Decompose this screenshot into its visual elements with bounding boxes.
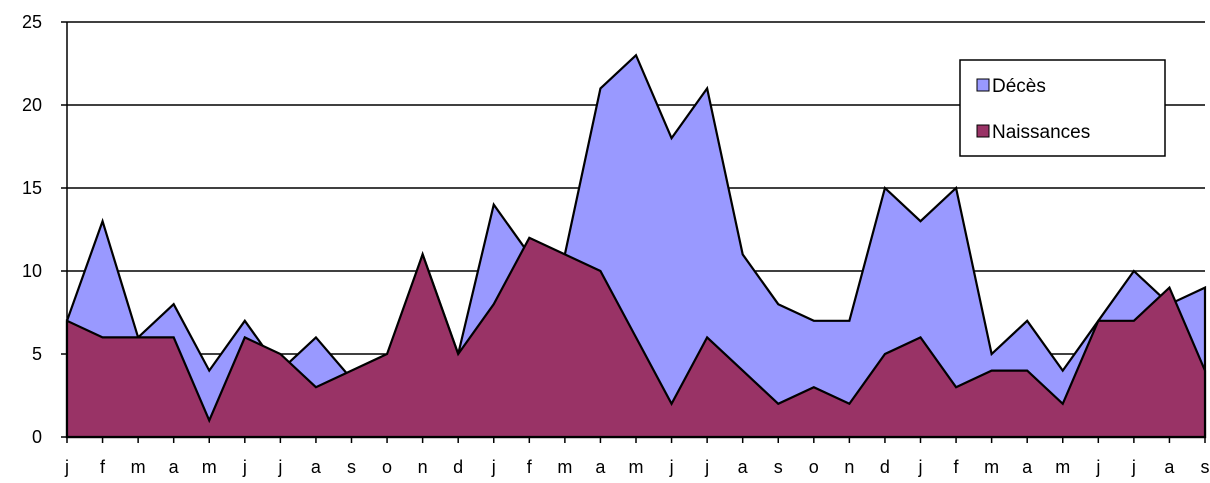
y-tick-label: 15 <box>22 178 42 198</box>
x-tick-label: j <box>64 457 69 477</box>
y-tick-label: 25 <box>22 12 42 32</box>
y-tick-label: 10 <box>22 261 42 281</box>
x-tick-label: f <box>527 457 533 477</box>
x-tick-label: j <box>277 457 282 477</box>
legend-label-naissances: Naissances <box>992 122 1090 143</box>
x-tick-label: j <box>1131 457 1136 477</box>
x-tick-label: d <box>453 457 463 477</box>
legend-label-deces: Décès <box>992 76 1046 97</box>
x-tick-label: m <box>629 457 644 477</box>
x-tick-label: a <box>738 457 749 477</box>
x-tick-label: n <box>418 457 428 477</box>
x-tick-label: o <box>382 457 392 477</box>
series-areas <box>65 53 1207 439</box>
legend-item-deces: Décès <box>976 76 1046 97</box>
x-tick-label: m <box>202 457 217 477</box>
x-tick-label: o <box>809 457 819 477</box>
legend: Décès Naissances <box>959 59 1166 157</box>
x-tick-label: s <box>1201 457 1210 477</box>
x-tick-label: a <box>169 457 180 477</box>
legend-item-naissances: Naissances <box>976 122 1090 143</box>
x-tick-label: j <box>491 457 496 477</box>
x-tick-label: m <box>131 457 146 477</box>
x-tick-label: m <box>984 457 999 477</box>
y-tick-labels: 0 5 10 15 20 25 <box>22 12 67 447</box>
x-tick-label: j <box>242 457 247 477</box>
legend-swatch-deces <box>976 78 990 92</box>
x-tick-label: f <box>100 457 106 477</box>
y-tick-label: 0 <box>32 427 42 447</box>
x-tick-label: m <box>557 457 572 477</box>
x-tick-label: n <box>844 457 854 477</box>
area-series-naissances <box>65 236 1207 439</box>
legend-box <box>959 59 1166 157</box>
x-tick-label: s <box>774 457 783 477</box>
x-tick-label: j <box>918 457 923 477</box>
x-tick-label: s <box>347 457 356 477</box>
x-tick-label: a <box>1164 457 1175 477</box>
legend-swatch-naissances <box>976 124 990 138</box>
x-tick-label: j <box>704 457 709 477</box>
x-tick-label: j <box>1095 457 1100 477</box>
y-tick-label: 5 <box>32 344 42 364</box>
x-tick-label: a <box>1022 457 1033 477</box>
x-tick-label: j <box>669 457 674 477</box>
x-tick-label: d <box>880 457 890 477</box>
x-tick-label: a <box>311 457 322 477</box>
x-tick-label: a <box>595 457 606 477</box>
y-tick-label: 20 <box>22 95 42 115</box>
x-tick-label: f <box>954 457 960 477</box>
x-tick-label: m <box>1055 457 1070 477</box>
